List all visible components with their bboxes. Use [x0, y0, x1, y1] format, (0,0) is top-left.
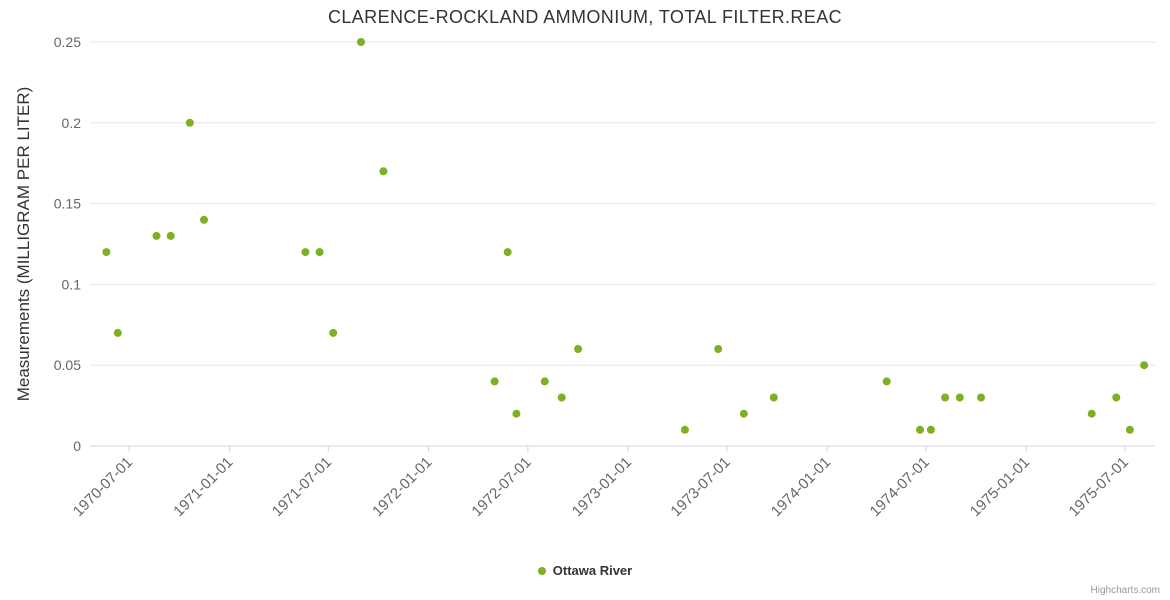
legend-item-label: Ottawa River [552, 563, 633, 578]
data-point[interactable] [185, 118, 194, 127]
legend-marker-icon [537, 566, 546, 575]
data-point[interactable] [379, 167, 388, 176]
x-axis-tick-label: 1975-07-01 [1066, 454, 1132, 520]
x-axis-tick-label: 1973-07-01 [667, 454, 733, 520]
x-axis-tick-label: 1974-01-01 [768, 454, 834, 520]
data-point[interactable] [1112, 393, 1121, 402]
x-axis-tick-label: 1970-07-01 [70, 454, 136, 520]
y-axis-tick-label: 0.05 [54, 357, 81, 373]
x-axis-tick-label: 1975-01-01 [967, 454, 1033, 520]
data-point[interactable] [882, 377, 891, 386]
data-point[interactable] [926, 425, 935, 434]
data-point[interactable] [315, 248, 324, 257]
x-axis-tick-label: 1971-01-01 [170, 454, 236, 520]
data-point[interactable] [977, 393, 985, 402]
data-point[interactable] [916, 425, 924, 434]
data-point[interactable] [1140, 361, 1149, 370]
y-axis-tick-label: 0.25 [54, 34, 81, 50]
data-point[interactable] [680, 425, 689, 434]
y-axis-tick-label: 0.1 [62, 276, 82, 292]
data-point[interactable] [301, 248, 310, 257]
credits-link[interactable]: Highcharts.com [1090, 585, 1160, 596]
y-axis-title: Measurements (MILLIGRAM PER LITER) [14, 86, 33, 402]
x-axis-tick-label: 1971-07-01 [269, 454, 335, 520]
data-point[interactable] [152, 231, 161, 240]
data-point[interactable] [1087, 409, 1096, 418]
data-point[interactable] [941, 393, 950, 402]
data-point[interactable] [955, 393, 964, 402]
data-point[interactable] [769, 393, 778, 402]
x-axis-tick-label: 1972-07-01 [468, 454, 534, 520]
legend: Ottawa River [0, 563, 1170, 578]
x-axis-tick-label: 1972-01-01 [369, 454, 435, 520]
data-point[interactable] [714, 345, 723, 353]
data-point[interactable] [1125, 425, 1134, 434]
data-point[interactable] [503, 248, 512, 257]
data-point[interactable] [113, 328, 122, 337]
y-axis-tick-label: 0.2 [62, 115, 82, 131]
data-point[interactable] [490, 377, 499, 386]
data-point[interactable] [557, 393, 566, 402]
y-axis-tick-label: 0.15 [54, 196, 81, 212]
data-point[interactable] [329, 328, 338, 337]
data-point[interactable] [574, 345, 583, 353]
data-point[interactable] [739, 409, 748, 418]
y-axis-tick-label: 0 [73, 438, 81, 454]
data-point[interactable] [512, 409, 521, 418]
data-point[interactable] [102, 248, 111, 257]
x-axis-tick-label: 1974-07-01 [867, 454, 933, 520]
data-point[interactable] [166, 231, 175, 240]
legend-item-ottawa-river[interactable]: Ottawa River [537, 563, 633, 578]
data-point[interactable] [540, 377, 549, 386]
x-axis-tick-label: 1973-01-01 [569, 454, 635, 520]
data-point[interactable] [357, 38, 365, 46]
chart-title: CLARENCE-ROCKLAND AMMONIUM, TOTAL FILTER… [327, 7, 843, 27]
data-point[interactable] [200, 215, 208, 224]
